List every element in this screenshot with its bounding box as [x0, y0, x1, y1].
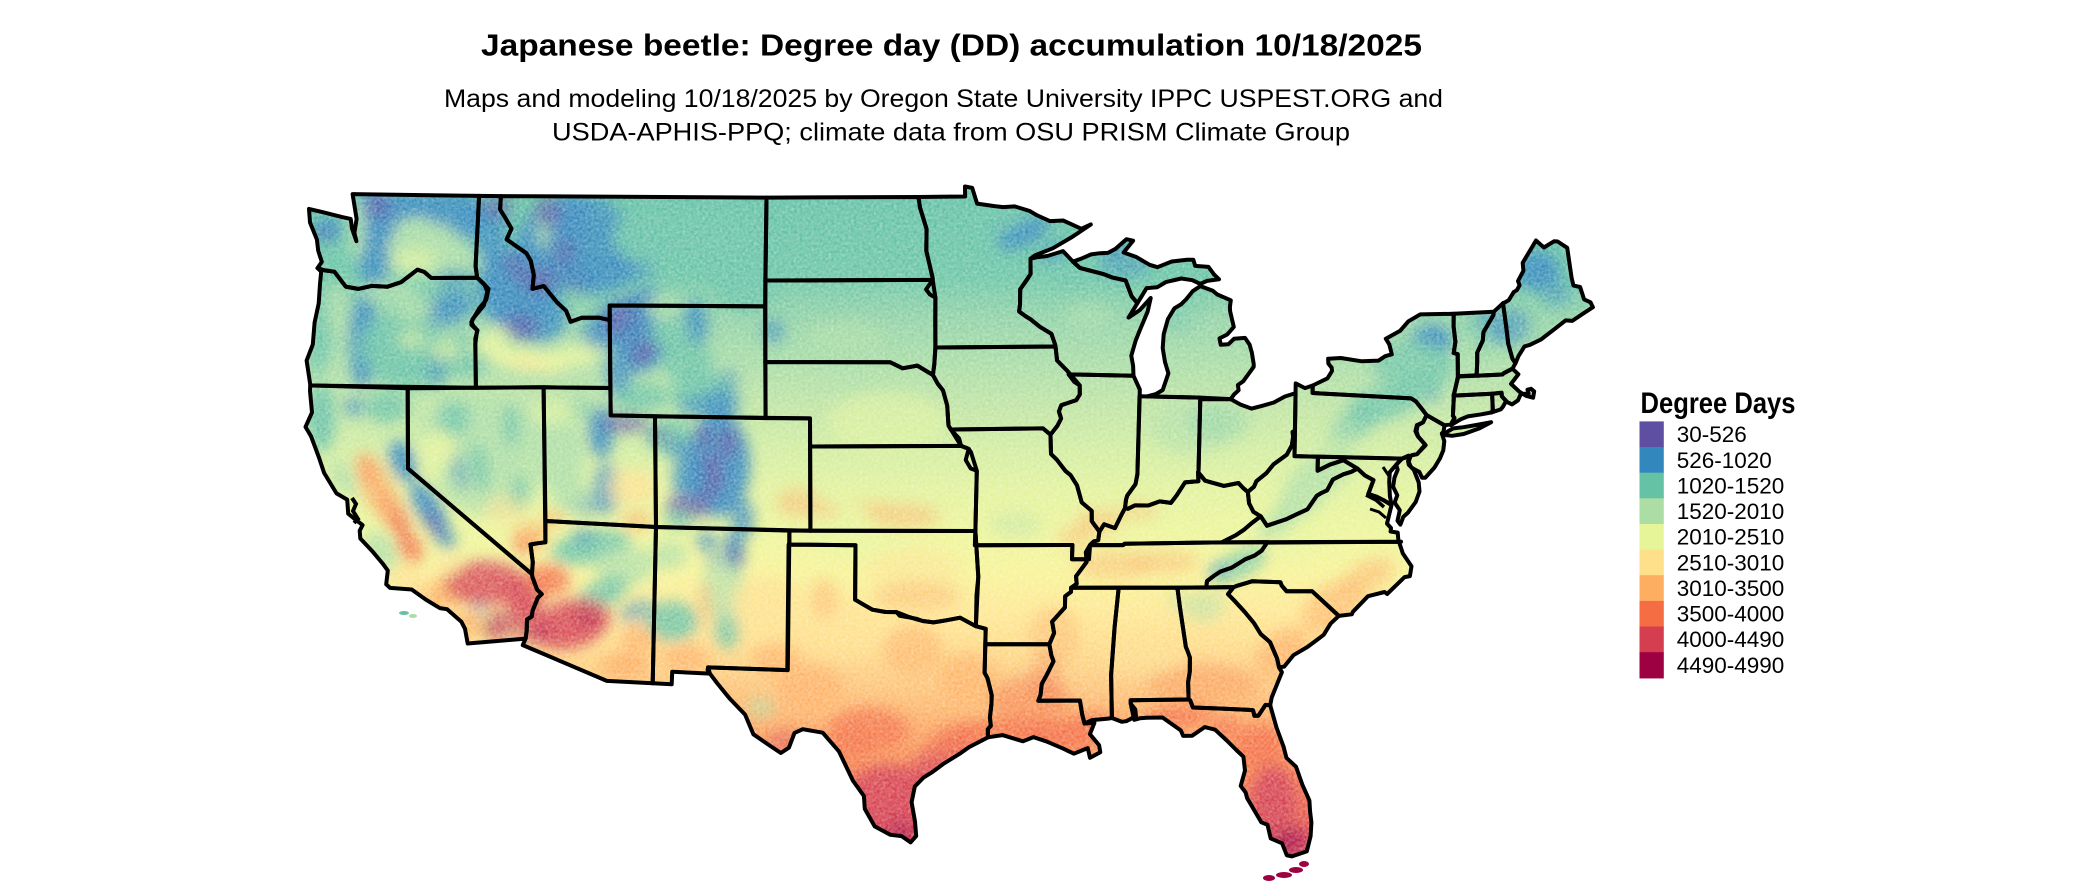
svg-text:3010-3500: 3010-3500: [1677, 576, 1785, 601]
svg-text:4000-4490: 4000-4490: [1677, 627, 1785, 652]
svg-text:Maps and modeling 10/18/2025 b: Maps and modeling 10/18/2025 by Oregon S…: [444, 85, 1443, 113]
svg-text:3500-4000: 3500-4000: [1677, 602, 1785, 627]
svg-text:2010-2510: 2010-2510: [1677, 525, 1785, 550]
svg-text:1020-1520: 1020-1520: [1677, 473, 1785, 498]
svg-text:Japanese beetle: Degree day (D: Japanese beetle: Degree day (DD) accumul…: [481, 28, 1422, 62]
svg-text:1520-2010: 1520-2010: [1677, 499, 1785, 524]
svg-text:Degree Days: Degree Days: [1641, 387, 1796, 420]
svg-text:30-526: 30-526: [1677, 422, 1747, 447]
svg-text:2510-3010: 2510-3010: [1677, 550, 1785, 575]
svg-text:4490-4990: 4490-4990: [1677, 653, 1785, 678]
svg-text:USDA-APHIS-PPQ; climate data f: USDA-APHIS-PPQ; climate data from OSU PR…: [552, 119, 1350, 147]
svg-text:526-1020: 526-1020: [1677, 448, 1772, 473]
